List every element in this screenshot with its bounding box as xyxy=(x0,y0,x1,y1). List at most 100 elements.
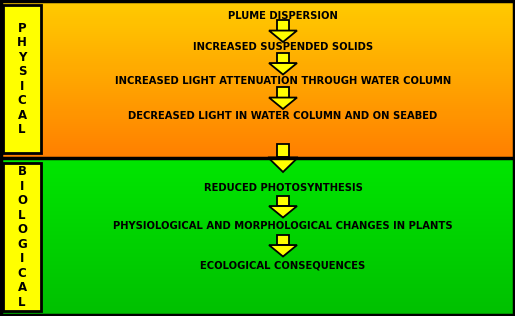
Bar xyxy=(0,94,515,97)
Bar xyxy=(0,296,515,298)
Bar xyxy=(0,61,515,63)
Bar xyxy=(0,57,515,59)
Text: B
I
O
L
O
G
I
C
A
L: B I O L O G I C A L xyxy=(17,165,27,309)
Polygon shape xyxy=(269,98,297,109)
Bar xyxy=(0,197,515,199)
Text: P
H
Y
S
I
C
A
L: P H Y S I C A L xyxy=(17,22,27,136)
Bar xyxy=(0,205,515,207)
Bar xyxy=(0,211,515,213)
Bar xyxy=(0,201,515,204)
Bar xyxy=(0,217,515,219)
Bar xyxy=(0,256,515,259)
Bar xyxy=(0,246,515,249)
Bar xyxy=(0,140,515,142)
Bar xyxy=(0,146,515,148)
Bar xyxy=(0,294,515,296)
Bar xyxy=(0,183,515,186)
Bar xyxy=(0,262,515,265)
Bar xyxy=(0,270,515,272)
Bar xyxy=(0,98,515,101)
Bar xyxy=(0,313,515,316)
Bar xyxy=(0,108,515,111)
Bar xyxy=(0,124,515,126)
Bar xyxy=(0,298,515,300)
Bar xyxy=(0,90,515,93)
Bar xyxy=(0,23,515,26)
Bar xyxy=(0,161,515,164)
Bar xyxy=(0,78,515,81)
Bar xyxy=(3,5,41,153)
Bar xyxy=(0,49,515,52)
Bar xyxy=(0,306,515,308)
Bar xyxy=(0,73,515,75)
Bar xyxy=(0,187,515,190)
Bar xyxy=(0,128,515,130)
Text: INCREASED SUSPENDED SOLIDS: INCREASED SUSPENDED SOLIDS xyxy=(193,42,373,52)
Bar xyxy=(0,102,515,105)
Bar xyxy=(0,144,515,146)
Bar xyxy=(3,163,41,311)
Text: PLUME DISPERSION: PLUME DISPERSION xyxy=(228,11,338,21)
Bar xyxy=(0,272,515,275)
Bar xyxy=(0,33,515,36)
Bar xyxy=(0,70,515,73)
Bar xyxy=(0,239,515,241)
Bar xyxy=(0,88,515,91)
Bar xyxy=(0,45,515,47)
Text: REDUCED PHOTOSYNTHESIS: REDUCED PHOTOSYNTHESIS xyxy=(203,183,363,193)
Bar xyxy=(0,55,515,57)
Bar xyxy=(0,282,515,284)
Bar xyxy=(0,41,515,43)
Bar xyxy=(0,181,515,184)
Bar xyxy=(0,310,515,312)
Bar xyxy=(0,252,515,255)
Bar xyxy=(0,27,515,30)
Bar xyxy=(0,69,515,71)
Bar xyxy=(0,154,515,156)
Bar xyxy=(0,199,515,202)
Bar xyxy=(0,240,515,243)
Bar xyxy=(0,312,515,314)
Text: INCREASED LIGHT ATTENUATION THROUGH WATER COLUMN: INCREASED LIGHT ATTENUATION THROUGH WATE… xyxy=(115,76,451,86)
Bar xyxy=(0,290,515,292)
Bar xyxy=(0,157,515,160)
Bar xyxy=(0,227,515,229)
Bar xyxy=(0,118,515,120)
Bar xyxy=(0,242,515,245)
Bar xyxy=(0,126,515,128)
Bar xyxy=(0,37,515,40)
Bar xyxy=(0,173,515,176)
Bar xyxy=(0,175,515,178)
Bar xyxy=(0,0,515,2)
Bar xyxy=(0,63,515,65)
Bar xyxy=(0,134,515,136)
Bar xyxy=(0,7,515,10)
Bar xyxy=(277,87,289,98)
Bar xyxy=(0,244,515,247)
Bar xyxy=(0,132,515,134)
Bar xyxy=(0,110,515,112)
Bar xyxy=(0,189,515,191)
Polygon shape xyxy=(268,157,298,172)
Bar xyxy=(0,5,515,8)
Bar xyxy=(0,76,515,79)
Bar xyxy=(0,165,515,168)
Bar xyxy=(0,292,515,294)
Bar xyxy=(0,155,515,158)
Bar xyxy=(0,286,515,288)
Bar xyxy=(0,213,515,215)
Bar xyxy=(0,223,515,225)
Polygon shape xyxy=(269,63,297,75)
Bar xyxy=(0,152,515,154)
Bar xyxy=(0,278,515,281)
Polygon shape xyxy=(269,245,297,257)
Bar xyxy=(0,13,515,16)
Bar xyxy=(0,209,515,211)
Bar xyxy=(0,193,515,196)
Bar xyxy=(0,104,515,107)
Bar xyxy=(0,84,515,87)
Bar xyxy=(0,276,515,278)
Bar xyxy=(0,35,515,38)
Polygon shape xyxy=(269,206,297,217)
Bar xyxy=(0,219,515,221)
